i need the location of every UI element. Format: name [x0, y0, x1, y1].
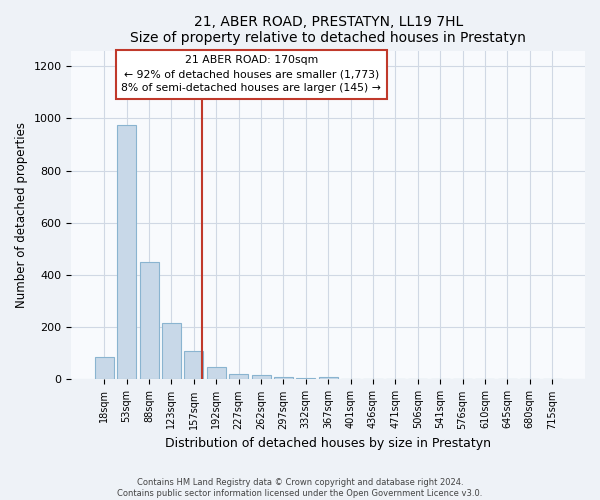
Text: 21 ABER ROAD: 170sqm
← 92% of detached houses are smaller (1,773)
8% of semi-det: 21 ABER ROAD: 170sqm ← 92% of detached h…: [121, 56, 381, 94]
Bar: [251, 374, 271, 380]
X-axis label: Distribution of detached houses by size in Prestatyn: Distribution of detached houses by size …: [165, 437, 491, 450]
Bar: [184, 350, 203, 380]
Bar: [162, 324, 181, 380]
Bar: [319, 378, 338, 380]
Bar: [117, 125, 136, 380]
Title: 21, ABER ROAD, PRESTATYN, LL19 7HL
Size of property relative to detached houses : 21, ABER ROAD, PRESTATYN, LL19 7HL Size …: [130, 15, 526, 45]
Bar: [296, 378, 316, 380]
Bar: [140, 262, 158, 380]
Bar: [95, 358, 114, 380]
Bar: [229, 374, 248, 380]
Text: Contains HM Land Registry data © Crown copyright and database right 2024.
Contai: Contains HM Land Registry data © Crown c…: [118, 478, 482, 498]
Bar: [274, 377, 293, 380]
Y-axis label: Number of detached properties: Number of detached properties: [15, 122, 28, 308]
Bar: [207, 367, 226, 380]
